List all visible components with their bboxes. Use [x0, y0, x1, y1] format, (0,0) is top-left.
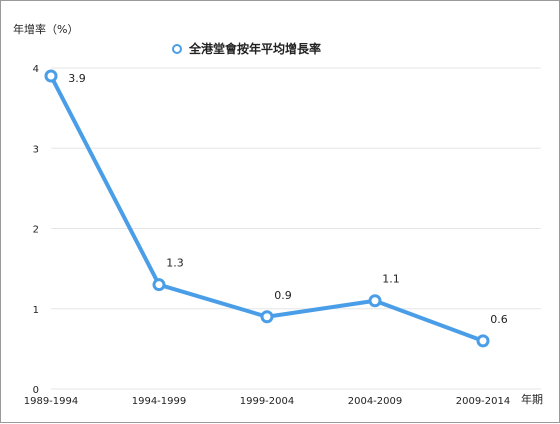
y-tick-label: 1 — [33, 305, 39, 316]
y-axis-ticks: 0 1 2 3 4 — [33, 64, 39, 396]
y-tick-label: 0 — [33, 385, 39, 396]
data-point — [260, 310, 274, 324]
x-axis-ticks: 1989-1994 1994-1999 1999-2004 2004-2009 2009… — [24, 396, 511, 407]
x-tick-label: 2009-2014 — [456, 396, 511, 407]
y-axis-label: 年增率（%） — [13, 22, 78, 36]
data-point — [368, 294, 382, 308]
y-tick-label: 2 — [33, 225, 39, 236]
data-point — [152, 278, 166, 292]
x-tick-label: 1989-1994 — [24, 396, 79, 407]
data-label: 0.6 — [490, 313, 508, 326]
x-axis-label: 年期 — [521, 392, 543, 406]
data-label: 3.9 — [68, 72, 86, 85]
legend: 全港堂會按年平均增長率 — [172, 41, 321, 56]
y-tick-label: 3 — [33, 144, 39, 155]
data-point — [476, 334, 490, 348]
series-layer: 3.9 1.3 0.9 1.1 0.6 — [44, 69, 508, 348]
data-label: 1.1 — [382, 273, 400, 286]
legend-label: 全港堂會按年平均增長率 — [188, 41, 321, 56]
x-tick-label: 1999-2004 — [240, 396, 295, 407]
y-tick-label: 4 — [33, 64, 39, 75]
x-tick-label: 2004-2009 — [348, 396, 403, 407]
series-line — [49, 74, 485, 343]
x-tick-label: 1994-1999 — [132, 396, 187, 407]
data-label: 0.9 — [274, 289, 292, 302]
gridlines — [51, 67, 541, 390]
data-point — [44, 69, 58, 83]
legend-marker — [172, 44, 182, 54]
data-label: 1.3 — [166, 257, 184, 270]
